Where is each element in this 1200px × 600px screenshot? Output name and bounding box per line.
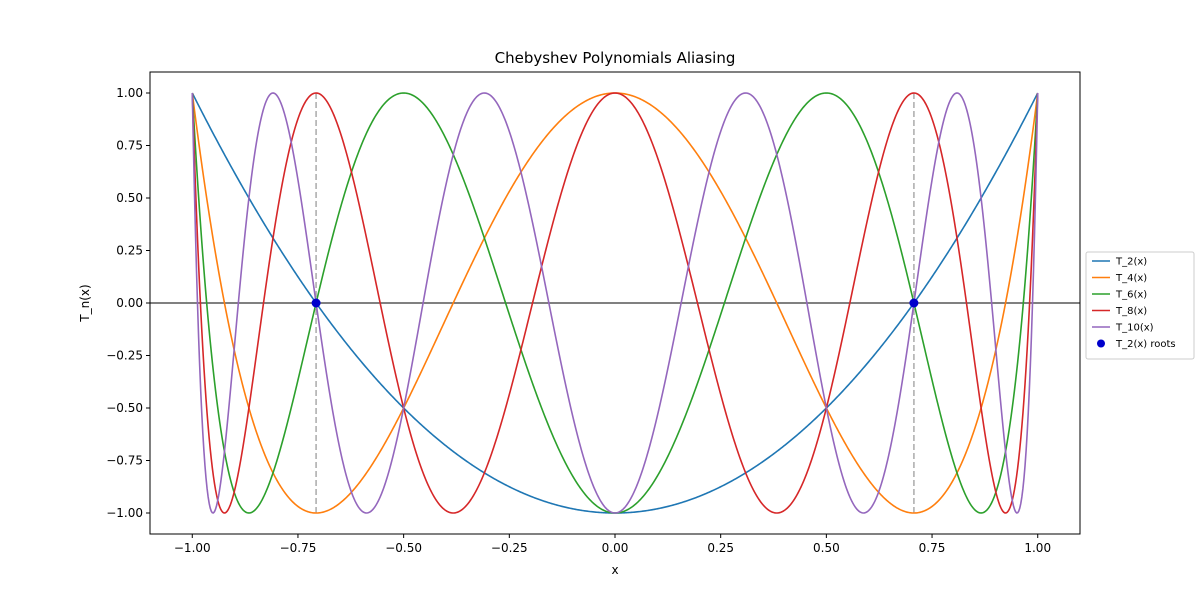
x-tick-label: −0.75 [280,541,317,555]
legend-label: T_4(x) [1115,273,1147,284]
y-tick-label: −0.75 [106,454,143,468]
x-tick-label: −0.25 [491,541,528,555]
legend-label: T_2(x) [1115,257,1147,268]
x-tick-label: 0.50 [813,541,840,555]
y-axis-label: T_n(x) [78,284,92,322]
y-axis: −1.00 −0.75 −0.50 −0.25 0.00 0.25 0.50 0.75 1.00 [106,86,150,520]
y-tick-label: −0.50 [106,401,143,415]
legend-box [1085,251,1195,360]
x-tick-label: 1.00 [1024,541,1051,555]
legend-label: T_10(x) [1115,323,1154,334]
legend-label: T_2(x) roots [1115,339,1176,350]
y-tick-label: 0.50 [116,191,143,205]
x-tick-label: −0.50 [385,541,422,555]
x-tick-label: −1.00 [174,541,211,555]
chart-title: Chebyshev Polynomials Aliasing [495,49,736,67]
series-line [191,92,1039,514]
legend: T_2(x) T_4(x) T_6(x) T_8(x) T_10(x) T_2(x) ro… [1085,251,1195,360]
root-marker [311,298,321,308]
legend-label: T_6(x) [1115,290,1147,301]
legend-swatch [1097,339,1105,348]
x-axis-label: x [611,563,618,577]
y-tick-label: −1.00 [106,506,143,520]
x-axis: −1.00 −0.75 −0.50 −0.25 0.00 0.25 0.50 0.75 1.00 [174,534,1051,555]
x-tick-label: 0.75 [919,541,946,555]
y-tick-label: 1.00 [116,86,143,100]
root-marker [909,298,919,308]
y-tick-label: −0.25 [106,349,143,363]
series-line [191,92,1039,514]
y-tick-label: 0.00 [116,296,143,310]
y-tick-label: 0.25 [116,244,143,258]
plot-area [150,92,1080,514]
y-tick-label: 0.75 [116,139,143,153]
legend-label: T_8(x) [1115,306,1147,317]
x-tick-label: 0.25 [707,541,734,555]
x-tick-label: 0.00 [602,541,629,555]
